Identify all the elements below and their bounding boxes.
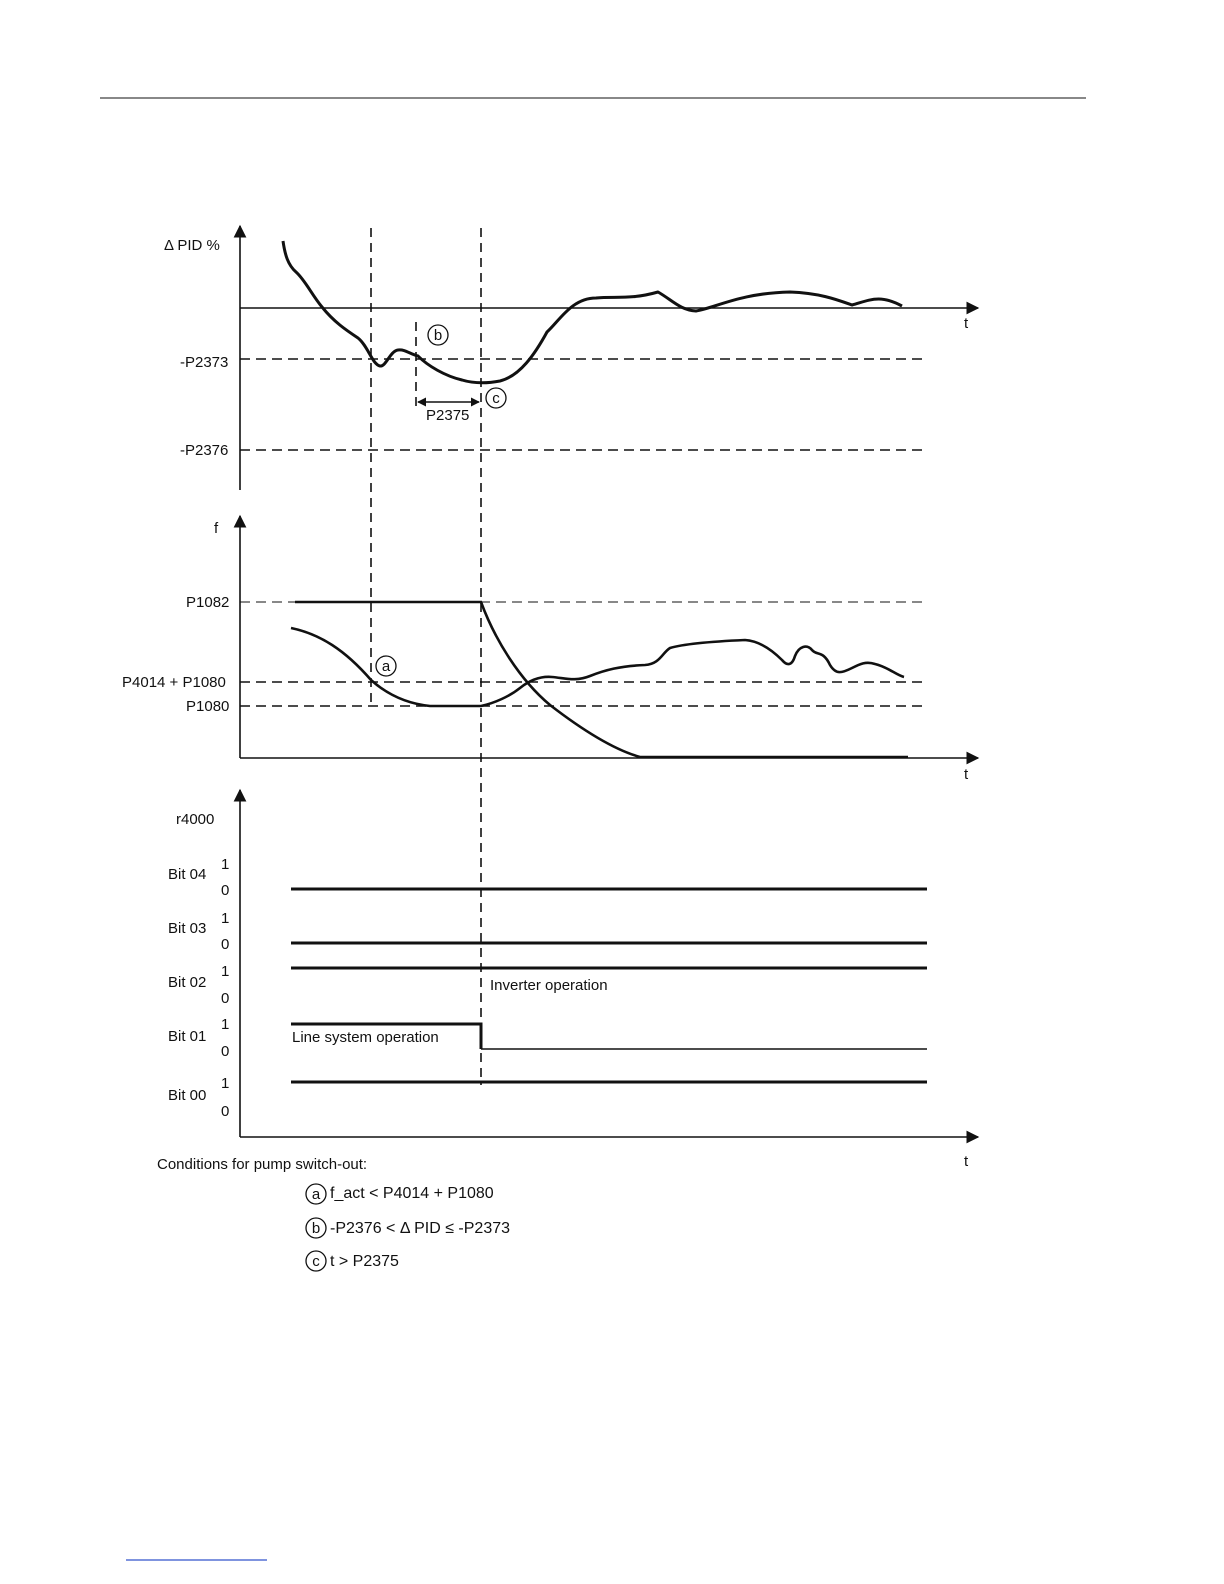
- conditions-block: Conditions for pump switch-out: a f_act …: [157, 1156, 510, 1272]
- marker-c-circle: [485, 387, 507, 409]
- marker-b-letter: b: [434, 327, 442, 344]
- condition-marker-circle: [305, 1250, 327, 1272]
- bit-label: Bit 01: [168, 1028, 206, 1045]
- bit01-trace-high: [291, 1022, 483, 1049]
- condition-marker-letter: a: [312, 1186, 321, 1203]
- f-y-label: f: [214, 520, 219, 537]
- r4000-y-label: r4000: [176, 811, 214, 828]
- level-label-p2373: -P2373: [180, 354, 228, 371]
- condition-text: f_act < P4014 + P1080: [330, 1185, 494, 1202]
- marker-c-letter: c: [492, 390, 500, 407]
- condition-marker-letter: b: [312, 1220, 320, 1237]
- f-t-label: t: [964, 766, 969, 783]
- level-label-p1082: P1082: [186, 594, 229, 611]
- level-label-p1080: P1080: [186, 698, 229, 715]
- r4000-t-label: t: [964, 1153, 969, 1170]
- level-label-p4014-p1080: P4014 + P1080: [122, 674, 226, 691]
- marker-b-circle: [427, 324, 449, 346]
- bit-zero-label: 0: [221, 882, 229, 899]
- level-label-p2376: -P2376: [180, 442, 228, 459]
- bit-one-label: 1: [221, 1016, 229, 1033]
- delta-pid-curve: [281, 240, 903, 385]
- pid-t-label: t: [964, 315, 969, 332]
- conditions-title: Conditions for pump switch-out:: [157, 1156, 367, 1173]
- panel-frequency: f t P1082 P4014 + P1080 P1080 a: [122, 514, 980, 783]
- marker-a-circle: [375, 655, 397, 677]
- bit-zero-label: 0: [221, 990, 229, 1007]
- inverter-operation-label: Inverter operation: [490, 977, 608, 994]
- bit-one-label: 1: [221, 963, 229, 980]
- line-system-operation-label: Line system operation: [292, 1029, 439, 1046]
- bit-one-label: 1: [221, 856, 229, 873]
- bit-zero-label: 0: [221, 1103, 229, 1120]
- condition-text: t > P2375: [330, 1253, 399, 1270]
- condition-text: -P2376 < Δ PID ≤ -P2373: [330, 1220, 510, 1237]
- interval-label: P2375: [426, 407, 469, 424]
- pid-y-label: Δ PID %: [164, 237, 220, 254]
- bit-label: Bit 00: [168, 1087, 206, 1104]
- inverter-frequency-curve: [290, 626, 905, 708]
- line-system-frequency-curve: [295, 600, 908, 759]
- bit-zero-label: 0: [221, 936, 229, 953]
- panel-r4000: r4000 t Bit 04 1 0 Bit 03 1 0 Bit 02 1 0…: [168, 788, 980, 1170]
- bit-zero-label: 0: [221, 1043, 229, 1060]
- bit-one-label: 1: [221, 1075, 229, 1092]
- panel-delta-pid: Δ PID % t -P2373 -P2376 b c P2375: [164, 224, 980, 490]
- condition-marker-letter: c: [312, 1253, 320, 1270]
- condition-marker-circle: [305, 1217, 327, 1239]
- bit-one-label: 1: [221, 910, 229, 927]
- condition-marker-circle: [305, 1183, 327, 1205]
- bit-label: Bit 02: [168, 974, 206, 991]
- bit-label: Bit 03: [168, 920, 206, 937]
- marker-a-letter: a: [382, 658, 391, 675]
- bit-label: Bit 04: [168, 866, 206, 883]
